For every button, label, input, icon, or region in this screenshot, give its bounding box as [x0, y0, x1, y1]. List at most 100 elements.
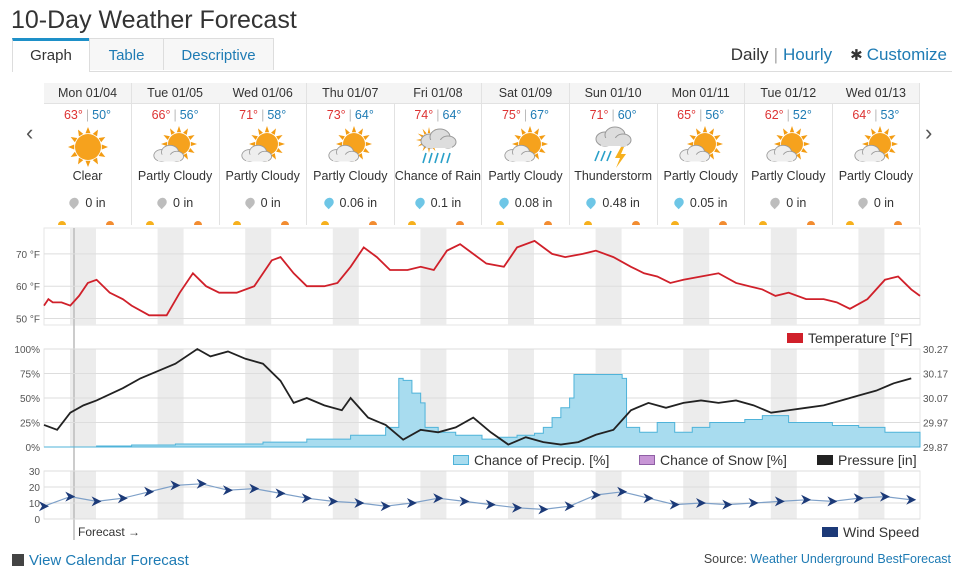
- customize-button[interactable]: ✱ Customize: [850, 45, 947, 64]
- condition-text: Partly Cloudy: [225, 169, 300, 183]
- view-calendar-link[interactable]: View Calendar Forecast: [12, 552, 189, 569]
- source-prefix: Source:: [703, 552, 747, 566]
- day-date: Mon 01/04: [44, 83, 131, 104]
- view-calendar-label: View Calendar Forecast: [29, 552, 189, 569]
- hourly-toggle[interactable]: Hourly: [782, 45, 833, 64]
- wind-direction-icon: [879, 491, 890, 502]
- wind-direction-icon: [433, 493, 444, 504]
- day-card: Tue 01/12 62° | 52° Partly Cloudy 0 in: [744, 83, 833, 225]
- wind-direction-icon: [39, 501, 49, 512]
- precip-amount: 0 in: [219, 195, 306, 210]
- precip-area: [44, 373, 921, 448]
- previous-arrow-icon[interactable]: ‹: [26, 120, 34, 145]
- precip-value: 0 in: [873, 196, 894, 210]
- sunrise-icon: [233, 221, 242, 225]
- daily-toggle[interactable]: Daily: [730, 45, 769, 64]
- wind-tick-label: 20: [29, 483, 41, 494]
- high-temp: 74°: [414, 108, 434, 122]
- precip-tick-label: 50%: [20, 394, 40, 405]
- high-temp: 62°: [764, 108, 784, 122]
- source-link[interactable]: Weather Underground BestForecast: [750, 552, 951, 566]
- tab-table[interactable]: Table: [89, 38, 164, 70]
- next-arrow-icon[interactable]: ›: [925, 120, 933, 145]
- low-temp: 60°: [617, 108, 637, 122]
- sunrise-icon: [145, 221, 154, 225]
- wind-direction-icon: [380, 501, 391, 512]
- wind-direction-icon: [722, 499, 733, 510]
- precip-amount: 0.08 in: [482, 195, 569, 210]
- snow-legend-label: Chance of Snow [%]: [660, 452, 787, 468]
- wind-direction-icon: [196, 478, 207, 489]
- temperature-legend-label: Temperature [°F]: [808, 330, 913, 346]
- wind-direction-icon: [249, 483, 260, 494]
- condition-text: Partly Cloudy: [313, 169, 388, 183]
- wind-direction-icon: [748, 498, 759, 508]
- precip-value: 0 in: [173, 196, 194, 210]
- high-temp: 71°: [589, 108, 609, 122]
- low-temp: 52°: [792, 108, 812, 122]
- low-temp: 56°: [179, 108, 199, 122]
- precip-value: 0 in: [786, 196, 807, 210]
- tab-graph[interactable]: Graph: [12, 38, 90, 72]
- thunderstorm-icon: [594, 126, 632, 168]
- partly-cloudy-icon: [241, 126, 285, 162]
- day-date: Wed 01/13: [832, 83, 920, 104]
- condition-text: Partly Cloudy: [751, 169, 826, 183]
- temp-tick-label: 60 °F: [16, 282, 40, 293]
- wind-chart: [39, 478, 917, 515]
- precip-value: 0.08 in: [514, 196, 553, 210]
- high-temp: 75°: [501, 108, 521, 122]
- sunrise-icon: [583, 221, 592, 225]
- high-temp: 73°: [326, 108, 346, 122]
- sunset-icon: [719, 221, 728, 225]
- condition-text: Partly Cloudy: [838, 169, 914, 183]
- wind-direction-icon: [906, 494, 917, 505]
- pressure-tick-label: 29.97: [923, 419, 948, 430]
- temperature-legend: Temperature [°F]: [787, 330, 912, 346]
- snow-swatch: [639, 455, 655, 465]
- snow-drop-icon: [768, 195, 782, 210]
- low-temp: 56°: [705, 108, 725, 122]
- temperature-swatch: [787, 333, 803, 343]
- pressure-line: [43, 347, 912, 446]
- day-date: Thu 01/07: [306, 83, 394, 104]
- wind-direction-icon: [564, 501, 575, 512]
- precip-swatch: [453, 455, 469, 465]
- sunrise-icon: [758, 221, 767, 225]
- condition-text: Chance of Rain: [394, 169, 481, 183]
- precip-legend: Chance of Precip. [%]: [453, 452, 609, 468]
- low-temp: 50°: [92, 108, 112, 122]
- low-temp: 53°: [880, 108, 900, 122]
- sunset-icon: [456, 221, 465, 225]
- wind-direction-icon: [328, 496, 339, 507]
- wind-direction-icon: [669, 499, 680, 510]
- wind-direction-icon: [485, 499, 496, 510]
- precip-legend-label: Chance of Precip. [%]: [474, 452, 610, 468]
- condition-text: Thunderstorm: [574, 169, 652, 183]
- sunrise-icon: [496, 221, 504, 225]
- snow-drop-icon: [242, 195, 257, 210]
- precip-tick-label: 25%: [20, 419, 40, 430]
- wind-direction-icon: [459, 496, 470, 507]
- condition-text: Clear: [72, 169, 103, 183]
- wind-direction-icon: [801, 494, 812, 505]
- separator: |: [773, 45, 778, 64]
- snow-drop-icon: [856, 195, 870, 210]
- low-temp: 58°: [267, 108, 287, 122]
- pressure-tick-label: 30.27: [923, 345, 948, 356]
- temp-tick-label: 70 °F: [16, 250, 40, 261]
- wind-direction-icon: [617, 486, 628, 497]
- day-card: Mon 01/11 65° | 56° Partly Cloudy 0.05 in: [657, 83, 746, 225]
- sunset-icon: [544, 221, 552, 225]
- precip-amount: 0 in: [44, 195, 131, 210]
- wind-legend: Wind Speed: [822, 524, 919, 540]
- tab-descriptive[interactable]: Descriptive: [163, 38, 274, 70]
- precip-value: 0.1 in: [430, 196, 462, 210]
- wind-swatch: [822, 527, 838, 537]
- high-temp: 63°: [63, 108, 83, 122]
- partly-cloudy-icon: [766, 126, 811, 162]
- sun-icon: [67, 127, 108, 167]
- wind-direction-icon: [643, 493, 654, 504]
- wind-direction-icon: [696, 498, 706, 508]
- precip-tick-label: 100%: [14, 345, 40, 356]
